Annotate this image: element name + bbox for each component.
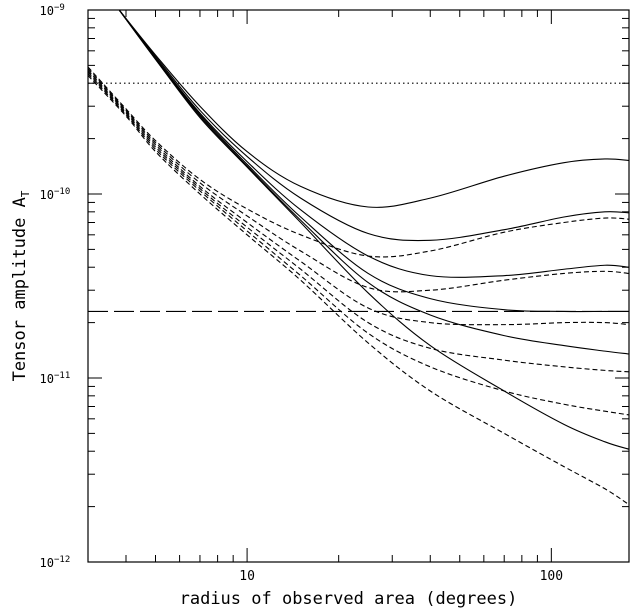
chart-marks: [88, 10, 629, 506]
y-tick-exponent: −9: [54, 3, 65, 13]
y-tick-label: 10: [40, 188, 54, 202]
dashed-curve-10: [88, 71, 629, 373]
dashed-curve-12: [88, 75, 629, 506]
solid-curve-5: [118, 10, 629, 355]
y-tick-label: 10: [40, 372, 54, 386]
dashed-curve-9: [88, 69, 629, 326]
dashed-curve-7: [88, 66, 629, 258]
x-tick-label: 10: [239, 569, 255, 584]
x-tick-label: 100: [540, 569, 563, 584]
dashed-curve-8: [88, 68, 629, 293]
x-axis-title: radius of observed area (degrees): [180, 589, 518, 609]
axis-ticks: [87, 9, 629, 563]
plot-frame: [87, 9, 630, 563]
solid-curve-6: [118, 10, 629, 450]
solid-curve-2: [118, 10, 629, 242]
solid-curve-3: [118, 10, 629, 278]
y-tick-exponent: −12: [54, 555, 70, 565]
y-axis-title-subscript: T: [19, 190, 32, 197]
dashed-curve-11: [88, 73, 629, 416]
solid-curve-4: [118, 10, 629, 313]
y-tick-exponent: −11: [54, 371, 70, 381]
y-tick-label: 10: [40, 4, 54, 18]
y-tick-exponent: −10: [54, 187, 70, 197]
y-tick-label: 10: [40, 556, 54, 570]
solid-curve-1: [118, 10, 629, 208]
y-axis-title: Tensor amplitude AT: [10, 190, 32, 381]
y-axis-title-main: Tensor amplitude A: [10, 197, 30, 381]
